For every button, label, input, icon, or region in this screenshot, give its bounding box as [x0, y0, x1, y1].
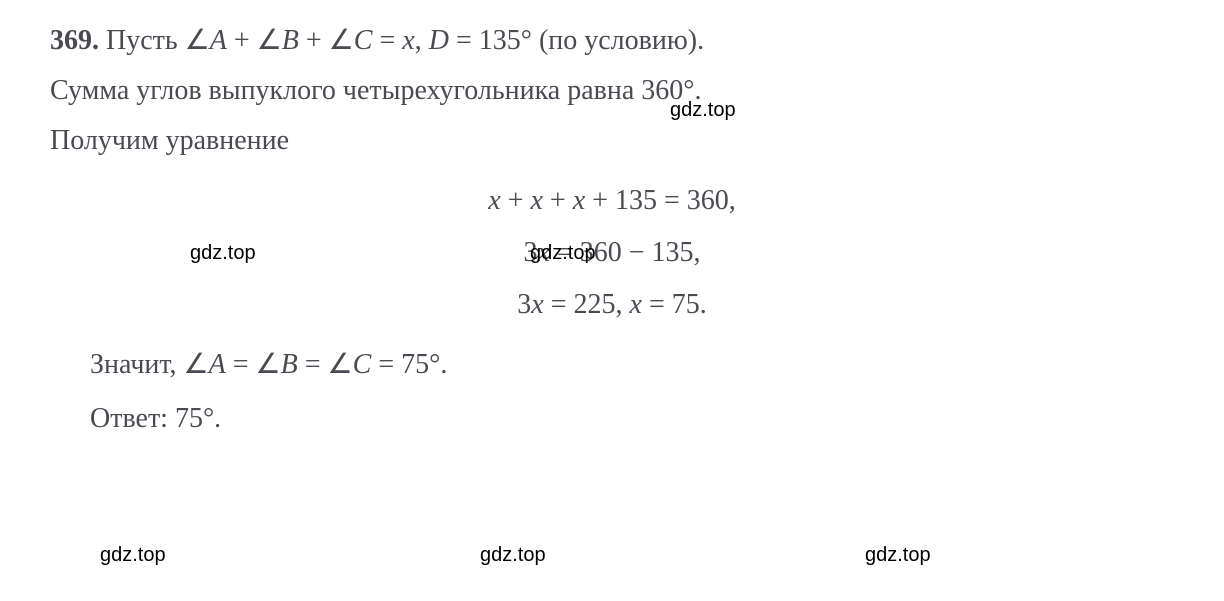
answer-line: Ответ: 75°.	[50, 398, 1174, 440]
text-part: ,	[415, 25, 429, 56]
answer-value: 75°.	[175, 403, 221, 434]
watermark-text: gdz.top	[530, 238, 596, 268]
nums: + 135 = 360,	[585, 185, 736, 216]
text-part: = ∠	[298, 349, 353, 380]
text-part: + ∠	[299, 25, 354, 56]
watermark-text: gdz.top	[865, 540, 931, 570]
coef: 3	[517, 289, 531, 320]
text-part: = 135° (по условию).	[449, 25, 704, 56]
text-part: + ∠	[227, 25, 282, 56]
equation-3: 3x = 225, x = 75.	[50, 284, 1174, 326]
var-C: C	[353, 349, 372, 380]
var-B: B	[281, 349, 298, 380]
problem-statement-line1: 369. Пусть ∠A + ∠B + ∠C = x, D = 135° (п…	[50, 20, 1174, 62]
var-x: x	[530, 185, 542, 216]
var-x: x	[402, 25, 414, 56]
text-part: = 75°.	[371, 349, 447, 380]
var-x: x	[630, 289, 642, 320]
op: +	[501, 185, 531, 216]
var-x: x	[573, 185, 585, 216]
var-D: D	[429, 25, 449, 56]
nums: = 225,	[544, 289, 630, 320]
nums: = 75.	[642, 289, 707, 320]
var-A: A	[209, 349, 226, 380]
var-A: A	[210, 25, 227, 56]
op: +	[543, 185, 573, 216]
watermark-text: gdz.top	[480, 540, 546, 570]
text-part: = ∠	[226, 349, 281, 380]
var-x: x	[531, 289, 543, 320]
problem-number: 369.	[50, 25, 99, 56]
text-part: Пусть ∠	[99, 25, 210, 56]
conclusion-line: Значит, ∠A = ∠B = ∠C = 75°.	[50, 344, 1174, 386]
watermark-text: gdz.top	[190, 238, 256, 268]
var-x: x	[488, 185, 500, 216]
answer-label: Ответ:	[90, 403, 175, 434]
problem-statement-line2: Сумма углов выпуклого четырехугольника р…	[50, 70, 1174, 112]
watermark-text: gdz.top	[670, 95, 736, 125]
equation-1: x + x + x + 135 = 360,	[50, 180, 1174, 222]
var-C: C	[354, 25, 373, 56]
watermark-text: gdz.top	[100, 540, 166, 570]
text-part: =	[372, 25, 402, 56]
text-part: Значит, ∠	[90, 349, 209, 380]
var-B: B	[282, 25, 299, 56]
problem-statement-line3: Получим уравнение	[50, 120, 1174, 162]
